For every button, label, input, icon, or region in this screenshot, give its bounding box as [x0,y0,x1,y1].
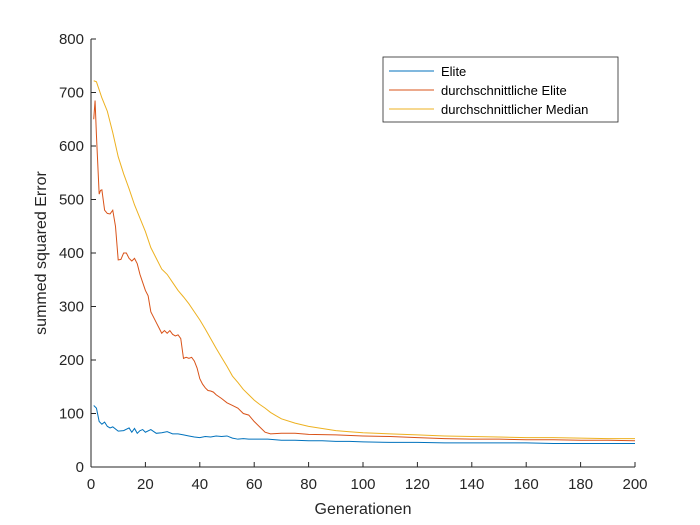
x-tick-label: 160 [514,476,539,493]
y-tick-label: 500 [59,192,84,209]
y-tick-label: 200 [59,352,84,369]
x-tick-label: 180 [568,476,593,493]
y-tick-label: 700 [59,85,84,102]
series-line-2 [93,80,635,440]
legend-label-0: Elite [441,64,466,79]
ticks-layer: 0 20 40 60 80 100 120 140 160 180 200 0 100 200 300 400… [59,31,648,493]
x-tick-label: 40 [191,476,208,493]
legend-label-2: durchschnittlicher Median [441,102,588,117]
y-axis-label: summed squared Error [33,171,50,335]
series-line-1 [93,100,636,442]
y-tick-label: 400 [59,245,84,262]
x-tick-label: 80 [300,476,317,493]
x-tick-label: 120 [405,476,430,493]
y-tick-label: 0 [76,459,84,476]
series-line-0 [93,405,635,444]
x-tick-label: 0 [87,476,95,493]
x-tick-label: 20 [137,476,154,493]
x-tick-label: 60 [246,476,263,493]
y-tick-label: 800 [59,31,84,48]
legend-label-1: durchschnittliche Elite [441,83,567,98]
y-tick-label: 600 [59,138,84,155]
x-tick-label: 200 [622,476,647,493]
series-layer [93,80,636,444]
x-axis-label: Generationen [315,501,412,518]
x-tick-label: 140 [459,476,484,493]
y-tick-label: 300 [59,299,84,316]
legend: Elite durchschnittliche Elite durchschnitt… [382,56,619,123]
y-tick-label: 100 [59,406,84,423]
x-tick-label: 100 [350,476,375,493]
legend-items: Elite durchschnittliche Elite durchschnitt… [389,64,588,117]
